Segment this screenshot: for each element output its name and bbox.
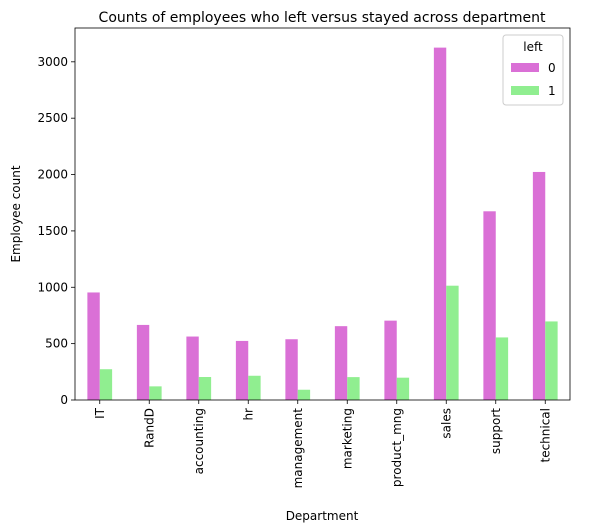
bar-accounting-left-0 (186, 336, 199, 400)
bars-group (87, 47, 558, 401)
bar-technical-left-0 (532, 171, 546, 400)
x-tick-label: product_mng (390, 408, 404, 487)
y-tick-label: 500 (45, 337, 68, 351)
x-tick-label: management (291, 408, 305, 489)
bar-RandD-left-0 (136, 324, 150, 400)
bar-support-left-0 (483, 211, 496, 400)
bar-product_mng-left-0 (384, 320, 397, 400)
y-tick-label: 3000 (37, 55, 68, 69)
x-tick-label: technical (538, 408, 552, 463)
chart-title: Counts of employees who left versus stay… (99, 10, 546, 26)
x-tick-label: marketing (340, 408, 354, 469)
y-tick-label: 1500 (37, 224, 68, 238)
bar-marketing-left-0 (334, 326, 348, 400)
legend-label-0: 0 (548, 61, 556, 75)
y-axis-label: Employee count (9, 165, 23, 262)
y-tick-label: 2500 (37, 111, 68, 125)
x-tick-label: IT (93, 407, 107, 419)
x-tick-label: RandD (142, 408, 156, 448)
x-tick-label: hr (241, 408, 255, 421)
bar-RandD-left-1 (149, 386, 162, 400)
x-axis-label: Department (286, 509, 359, 523)
x-axis: IT RandD accounting hr management marketing pr… (93, 400, 552, 489)
bar-hr-left-1 (248, 375, 261, 400)
legend-title: left (523, 40, 543, 54)
bar-IT-left-0 (87, 292, 100, 400)
x-tick-label: support (489, 408, 503, 454)
bar-sales-left-1 (446, 285, 459, 400)
legend-swatch-1 (511, 86, 539, 95)
bar-technical-left-1 (545, 321, 558, 400)
y-axis: 0 500 1000 1500 2000 2500 3000 (37, 55, 75, 407)
bar-marketing-left-1 (347, 377, 360, 400)
bar-product_mng-left-1 (396, 377, 410, 400)
bar-management-left-0 (285, 339, 298, 400)
y-tick-label: 2000 (37, 168, 68, 182)
x-tick-label: sales (439, 408, 453, 439)
bar-hr-left-0 (235, 340, 249, 400)
x-tick-label: accounting (192, 408, 206, 474)
y-tick-label: 0 (60, 393, 68, 407)
bar-support-left-1 (495, 337, 509, 400)
plot-frame (74, 27, 571, 401)
bar-IT-left-1 (99, 369, 113, 400)
bar-sales-left-0 (433, 47, 447, 401)
bar-accounting-left-1 (198, 377, 212, 400)
legend-swatch-0 (511, 63, 539, 72)
y-tick-label: 1000 (37, 280, 68, 294)
legend-label-1: 1 (548, 84, 556, 98)
legend: left 0 1 (502, 34, 564, 106)
bar-management-left-1 (297, 389, 311, 400)
